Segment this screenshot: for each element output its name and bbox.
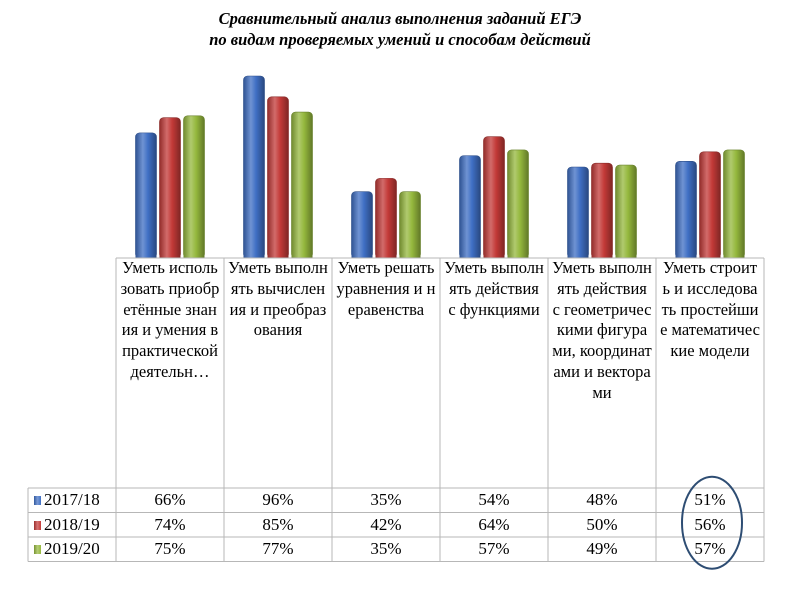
category-label-5: Уметь выполнять действия с геометрически… xyxy=(552,258,652,402)
legend-label-1: 2017/18 xyxy=(44,490,100,509)
highlight-ellipse xyxy=(681,475,743,570)
bar-1-6 xyxy=(675,161,697,259)
bar-base-2-6 xyxy=(699,252,721,258)
value-cell-3-4: 57% xyxy=(478,539,510,558)
bar-3-6 xyxy=(723,149,745,259)
bar-2-4 xyxy=(483,136,505,259)
bars-group xyxy=(135,75,745,259)
bar-2-3 xyxy=(375,178,397,259)
value-cell-3-1: 75% xyxy=(154,539,186,558)
bar-1-3 xyxy=(351,191,373,259)
category-label-1: Уметь использовать приобретённые знания … xyxy=(120,258,220,381)
category-label-2: Уметь выполнять вычисления и преобразова… xyxy=(228,258,328,340)
value-cell-1-5: 48% xyxy=(586,490,618,509)
value-cell-1-1: 66% xyxy=(154,490,186,509)
bar-base-2-5 xyxy=(591,252,613,258)
chart-title: Сравнительный анализ выполнения заданий … xyxy=(0,8,800,50)
chart-title-line-2: по видам проверяемых умений и способам д… xyxy=(209,30,591,49)
bar-base-3-4 xyxy=(507,252,529,258)
bar-2-5 xyxy=(591,162,613,259)
value-cell-1-2: 96% xyxy=(262,490,294,509)
value-cell-1-3: 35% xyxy=(370,490,402,509)
value-cell-2-6: 56% xyxy=(694,514,726,534)
value-cell-2-2: 85% xyxy=(262,514,294,534)
value-cell-1-6: 51% xyxy=(694,490,726,509)
bar-base-2-1 xyxy=(159,252,181,258)
bar-base-3-6 xyxy=(723,252,745,258)
bar-1-4 xyxy=(459,155,481,259)
bar-3-1 xyxy=(183,115,205,259)
value-cell-1-4: 54% xyxy=(478,490,510,509)
bar-2-6 xyxy=(699,151,721,259)
bar-1-1 xyxy=(135,132,157,259)
bar-3-3 xyxy=(399,191,421,259)
value-cell-3-5: 49% xyxy=(586,539,618,558)
bar-base-1-3 xyxy=(351,252,373,258)
bar-base-1-6 xyxy=(675,252,697,258)
value-cell-3-6: 57% xyxy=(694,539,726,558)
bar-3-2 xyxy=(291,111,313,259)
bar-base-3-1 xyxy=(183,252,205,258)
bar-base-1-4 xyxy=(459,252,481,258)
value-cell-2-3: 42% xyxy=(370,514,402,534)
legend-key-3 xyxy=(34,545,41,554)
value-cell-3-3: 35% xyxy=(370,539,402,558)
data-table-grid xyxy=(27,257,765,562)
value-cell-2-1: 74% xyxy=(154,514,186,534)
bar-3-5 xyxy=(615,164,637,259)
bar-base-2-4 xyxy=(483,252,505,258)
bar-base-1-2 xyxy=(243,252,265,258)
bar-3-4 xyxy=(507,149,529,259)
bar-base-2-2 xyxy=(267,252,289,258)
bar-base-2-3 xyxy=(375,252,397,258)
bar-2-2 xyxy=(267,96,289,259)
value-cell-2-5: 50% xyxy=(586,514,618,534)
legend-label-3: 2019/20 xyxy=(44,539,100,558)
value-cell-2-4: 64% xyxy=(478,514,510,534)
legend-key-1 xyxy=(34,496,41,505)
bar-2-1 xyxy=(159,117,181,259)
category-label-3: Уметь решать уравнения и неравенства xyxy=(336,258,436,319)
bar-1-2 xyxy=(243,75,265,259)
value-cell-3-2: 77% xyxy=(262,539,294,558)
category-label-4: Уметь выполнять действия с функциями xyxy=(444,258,544,319)
legend-key-2 xyxy=(34,520,41,530)
bar-base-1-1 xyxy=(135,252,157,258)
bar-base-3-3 xyxy=(399,252,421,258)
bar-base-3-5 xyxy=(615,252,637,258)
bar-base-1-5 xyxy=(567,252,589,258)
bar-1-5 xyxy=(567,166,589,259)
chart-title-line-1: Сравнительный анализ выполнения заданий … xyxy=(218,9,582,28)
legend-label-2: 2018/19 xyxy=(44,514,100,534)
bar-base-3-2 xyxy=(291,252,313,258)
category-label-6: Уметь строить и исследовать простейшие м… xyxy=(660,258,760,361)
